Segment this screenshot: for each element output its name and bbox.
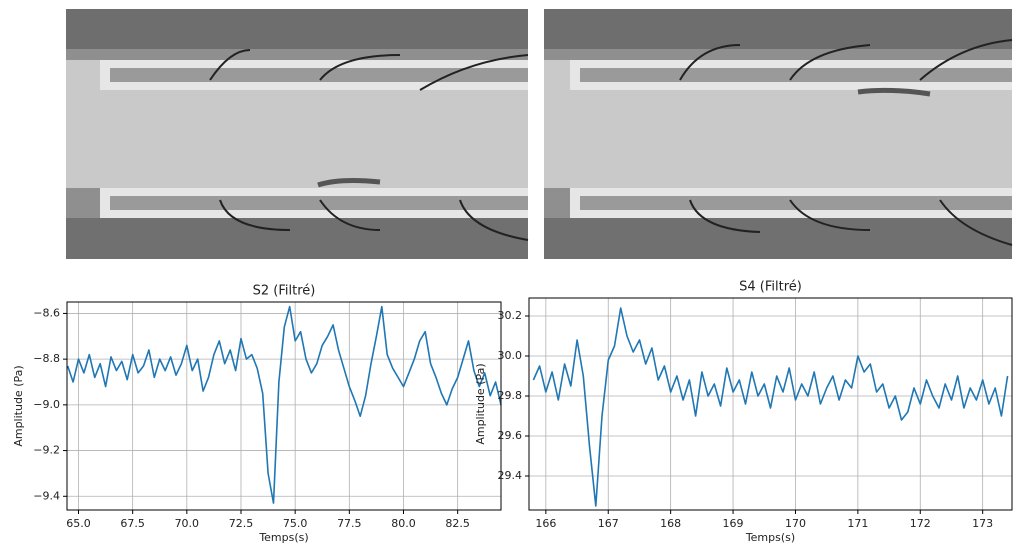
y-tick-label: −9.0 [33,398,60,411]
video-frame-left [66,9,529,259]
chart-title: S2 (Filtré) [253,284,316,299]
x-tick-label: 166 [535,517,556,530]
chart-title: S4 (Filtré) [739,280,802,295]
y-tick-label: 29.6 [498,429,523,442]
x-tick-label: 170 [785,517,806,530]
x-tick-label: 77.5 [337,517,362,530]
x-tick-label: 172 [910,517,931,530]
x-tick-label: 82.5 [445,517,470,530]
x-tick-label: 168 [660,517,681,530]
x-axis-label: Temps(s) [258,531,308,544]
y-tick-label: −8.8 [33,352,60,365]
x-tick-label: 67.5 [120,517,145,530]
y-tick-label: −9.2 [33,444,60,457]
y-tick-label: 30.0 [498,349,523,362]
x-tick-label: 80.0 [391,517,416,530]
x-tick-label: 75.0 [283,517,308,530]
y-tick-label: −9.4 [33,489,60,502]
x-tick-label: 70.0 [175,517,200,530]
x-tick-label: 167 [598,517,619,530]
y-tick-label: 29.8 [498,389,523,402]
x-tick-label: 173 [972,517,993,530]
signal-line [66,305,502,504]
signal-line [532,307,1009,507]
video-frame-right [544,9,1013,259]
y-axis-label: Amplitude (Pa) [474,363,487,444]
x-tick-label: 169 [723,517,744,530]
y-tick-label: 30.2 [498,309,523,322]
x-tick-label: 171 [847,517,868,530]
x-tick-label: 65.0 [66,517,91,530]
y-tick-label: −8.6 [33,306,60,319]
y-tick-label: 29.4 [498,469,523,482]
plot-frame [66,301,502,511]
plot-frame [528,297,1013,511]
x-axis-label: Temps(s) [745,531,795,544]
x-tick-label: 72.5 [229,517,254,530]
y-axis-label: Amplitude (Pa) [12,365,25,446]
